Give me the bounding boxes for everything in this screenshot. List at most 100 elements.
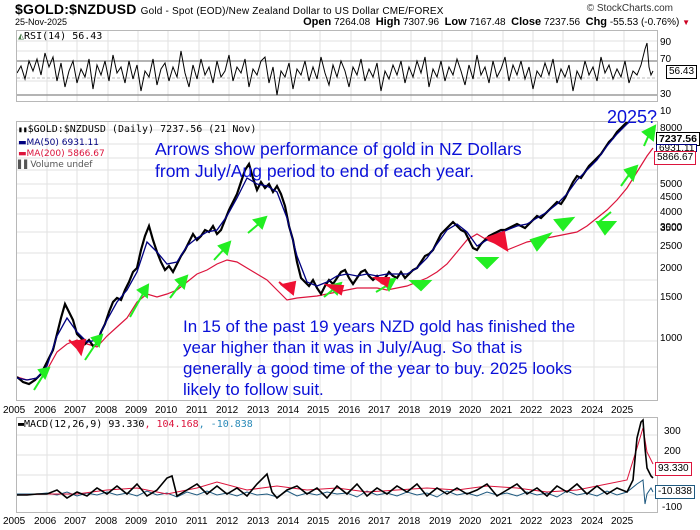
rsi-plot bbox=[17, 31, 657, 101]
x-tick: 2009 bbox=[125, 516, 148, 527]
high-value: 7307.96 bbox=[402, 17, 440, 28]
ohlc-bar: Open 7264.08 High 7307.96 Low 7167.48 Cl… bbox=[303, 16, 690, 28]
annotation-top: Arrows show performance of gold in NZ Do… bbox=[155, 138, 522, 182]
ma200-line-icon: ▬ bbox=[18, 149, 27, 159]
open-label: Open bbox=[303, 16, 332, 28]
price-tick-2000: 2000 bbox=[660, 263, 683, 274]
macd-legend-value: MACD(12,26,9) 93.330 bbox=[24, 419, 145, 430]
ma50-line-icon: ▬ bbox=[18, 138, 27, 148]
x-tick: 2007 bbox=[64, 516, 87, 527]
quote-date: 25-Nov-2025 bbox=[15, 17, 68, 27]
x-tick: 2017 bbox=[368, 405, 391, 416]
price-legend: ▮▮$GOLD:$NZDUSD (Daily) 7237.56 (21 Nov) bbox=[18, 124, 256, 135]
x-tick: 2013 bbox=[247, 405, 270, 416]
down-triangle-icon: ▼ bbox=[682, 18, 690, 27]
macd-hist-tag: -10.838 bbox=[655, 485, 695, 499]
high-label: High bbox=[375, 16, 401, 28]
annotation-bottom-line3: generally a good time of the year to buy… bbox=[183, 359, 573, 378]
macd-plot bbox=[17, 418, 657, 512]
price-tick-4500: 4500 bbox=[660, 192, 683, 203]
x-tick: 2018 bbox=[398, 516, 421, 527]
x-axis-top: 2005 2006 2007 2008 2009 2010 2011 2012 … bbox=[0, 405, 700, 417]
rsi-legend-text: RSI(14) 56.43 bbox=[24, 31, 103, 42]
annotation-bottom-line4: likely to follow suit. bbox=[183, 380, 324, 399]
x-tick: 2020 bbox=[459, 405, 482, 416]
x-tick: 2006 bbox=[34, 405, 57, 416]
x-tick: 2015 bbox=[307, 516, 330, 527]
annotation-bottom-line1: In 15 of the past 19 years NZD gold has … bbox=[183, 317, 576, 336]
copyright: © StockCharts.com bbox=[586, 3, 673, 14]
macd-panel: ▬MACD(12,26,9) 93.330, 104.168, -10.838 bbox=[16, 417, 658, 513]
volume-legend-text: Volume undef bbox=[30, 160, 93, 170]
annotation-2025: 2025? bbox=[607, 107, 658, 127]
rsi-panel: ◭RSI(14) 56.43 bbox=[16, 30, 658, 102]
annotation-bottom-line2: year higher than it was in July/Aug. So … bbox=[183, 338, 523, 357]
macd-legend: ▬MACD(12,26,9) 93.330, 104.168, -10.838 bbox=[18, 419, 253, 430]
x-tick: 2015 bbox=[307, 405, 330, 416]
price-plot bbox=[17, 122, 657, 400]
x-tick: 2011 bbox=[186, 516, 208, 527]
down-arrows bbox=[68, 230, 509, 357]
rsi-mountain-icon: ◭ bbox=[18, 31, 25, 42]
x-tick: 2023 bbox=[550, 405, 573, 416]
macd-legend-hist: , -10.838 bbox=[198, 419, 253, 430]
x-tick: 2005 bbox=[3, 516, 26, 527]
annotation-top-line2: from July/Aug period to end of each year… bbox=[155, 161, 475, 181]
price-tick-5000: 5000 bbox=[660, 179, 683, 190]
x-tick: 2011 bbox=[186, 405, 208, 416]
close-label: Close bbox=[511, 16, 542, 28]
chg-label: Chg bbox=[585, 16, 608, 28]
x-tick: 2024 bbox=[581, 516, 604, 527]
x-tick: 2007 bbox=[64, 405, 87, 416]
candlestick-icon: ▮▮ bbox=[18, 125, 28, 134]
ma50-legend: ▬MA(50) 6931.11 bbox=[18, 138, 99, 148]
macd-tick-300: 300 bbox=[664, 426, 681, 437]
macd-legend-signal: , 104.168 bbox=[144, 419, 199, 430]
chg-value: -55.53 (-0.76%) bbox=[609, 17, 680, 28]
price-tick-3000-b: 3000 bbox=[660, 222, 683, 233]
x-tick: 2008 bbox=[95, 405, 118, 416]
x-tick: 2010 bbox=[155, 405, 178, 416]
x-tick: 2008 bbox=[95, 516, 118, 527]
low-value: 7167.48 bbox=[469, 17, 506, 28]
x-tick: 2009 bbox=[125, 405, 148, 416]
price-tick-2500: 2500 bbox=[660, 241, 683, 252]
open-value: 7264.08 bbox=[334, 17, 371, 28]
volume-legend: ▌▌Volume undef bbox=[18, 160, 92, 170]
rsi-tick-10: 10 bbox=[660, 106, 672, 117]
ma200-legend: ▬MA(200) 5866.67 bbox=[18, 149, 105, 159]
x-tick: 2021 bbox=[490, 516, 513, 527]
x-tick: 2006 bbox=[34, 516, 57, 527]
ma50-legend-text: MA(50) 6931.11 bbox=[26, 138, 99, 148]
x-tick: 2019 bbox=[429, 516, 452, 527]
rsi-value-tag: 56.43 bbox=[666, 65, 698, 79]
x-axis-bottom: 2005 2006 2007 2008 2009 2010 2011 2012 … bbox=[0, 516, 700, 528]
x-tick: 2012 bbox=[216, 516, 239, 527]
price-tick-3500: 3500 bbox=[660, 223, 683, 234]
x-tick: 2023 bbox=[550, 516, 573, 527]
x-tick: 2020 bbox=[459, 516, 482, 527]
symbol: $GOLD:$NZDUSD bbox=[15, 1, 137, 17]
x-tick: 2013 bbox=[247, 516, 270, 527]
ma200-legend-text: MA(200) 5866.67 bbox=[26, 149, 105, 159]
x-tick: 2005 bbox=[3, 405, 26, 416]
x-tick: 2022 bbox=[520, 405, 543, 416]
annotation-bottom: In 15 of the past 19 years NZD gold has … bbox=[183, 316, 575, 400]
x-tick: 2014 bbox=[277, 516, 300, 527]
macd-tick--100: -100 bbox=[662, 502, 683, 513]
symbol-description: Gold - Spot (EOD)/New Zealand Dollar to … bbox=[140, 6, 444, 17]
rsi-tick-30: 30 bbox=[660, 89, 672, 100]
low-label: Low bbox=[444, 16, 467, 28]
price-panel: ▮▮$GOLD:$NZDUSD (Daily) 7237.56 (21 Nov)… bbox=[16, 121, 658, 401]
volume-bars-icon: ▌▌ bbox=[18, 160, 31, 169]
price-legend-text: $GOLD:$NZDUSD (Daily) 7237.56 (21 Nov) bbox=[27, 124, 257, 135]
x-tick: 2016 bbox=[338, 516, 361, 527]
price-tick-1500: 1500 bbox=[660, 292, 683, 303]
x-tick: 2014 bbox=[277, 405, 300, 416]
x-tick: 2019 bbox=[429, 405, 452, 416]
close-price-tag: 7237.56 bbox=[656, 132, 700, 146]
price-tick-8000: 8000 bbox=[660, 123, 683, 134]
rsi-tick-90: 90 bbox=[660, 37, 672, 48]
price-tick-4000: 4000 bbox=[660, 207, 683, 218]
x-tick: 2010 bbox=[155, 516, 178, 527]
